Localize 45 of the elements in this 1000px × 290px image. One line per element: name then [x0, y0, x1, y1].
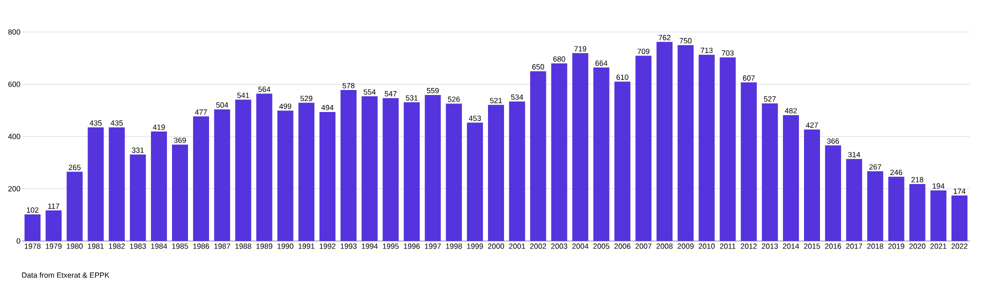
bar — [424, 94, 441, 241]
bar — [382, 98, 399, 241]
bar — [846, 158, 862, 241]
bar — [888, 176, 904, 241]
bar — [108, 127, 125, 241]
bar — [193, 116, 210, 241]
bar — [466, 122, 483, 241]
bar — [572, 53, 588, 241]
bar — [635, 56, 652, 241]
bar — [362, 96, 378, 241]
bar — [235, 100, 252, 241]
bar — [319, 112, 336, 241]
bar — [277, 110, 294, 241]
bar — [825, 145, 842, 241]
bar — [614, 82, 630, 241]
bar — [698, 54, 715, 241]
bar — [130, 154, 146, 241]
bar — [720, 57, 736, 241]
bar — [762, 103, 778, 241]
bar — [150, 132, 167, 241]
bar — [740, 82, 757, 241]
bar — [530, 71, 546, 241]
bar — [488, 104, 504, 241]
bar — [66, 172, 83, 241]
bar — [551, 63, 568, 241]
bar — [593, 68, 610, 241]
bar — [404, 102, 420, 241]
bar — [951, 196, 968, 241]
bar — [804, 129, 820, 241]
bar — [446, 104, 462, 241]
bar — [867, 171, 884, 241]
bar — [930, 190, 946, 241]
bar — [340, 90, 357, 241]
bar — [24, 214, 41, 241]
bar — [256, 94, 272, 241]
bar — [46, 210, 62, 241]
bar — [909, 184, 926, 241]
bar — [298, 102, 314, 241]
bar — [656, 42, 673, 241]
bar — [678, 45, 694, 241]
bar — [214, 109, 230, 241]
bar — [782, 115, 799, 241]
bar — [172, 144, 188, 241]
bar — [509, 101, 526, 241]
bar — [88, 127, 104, 241]
